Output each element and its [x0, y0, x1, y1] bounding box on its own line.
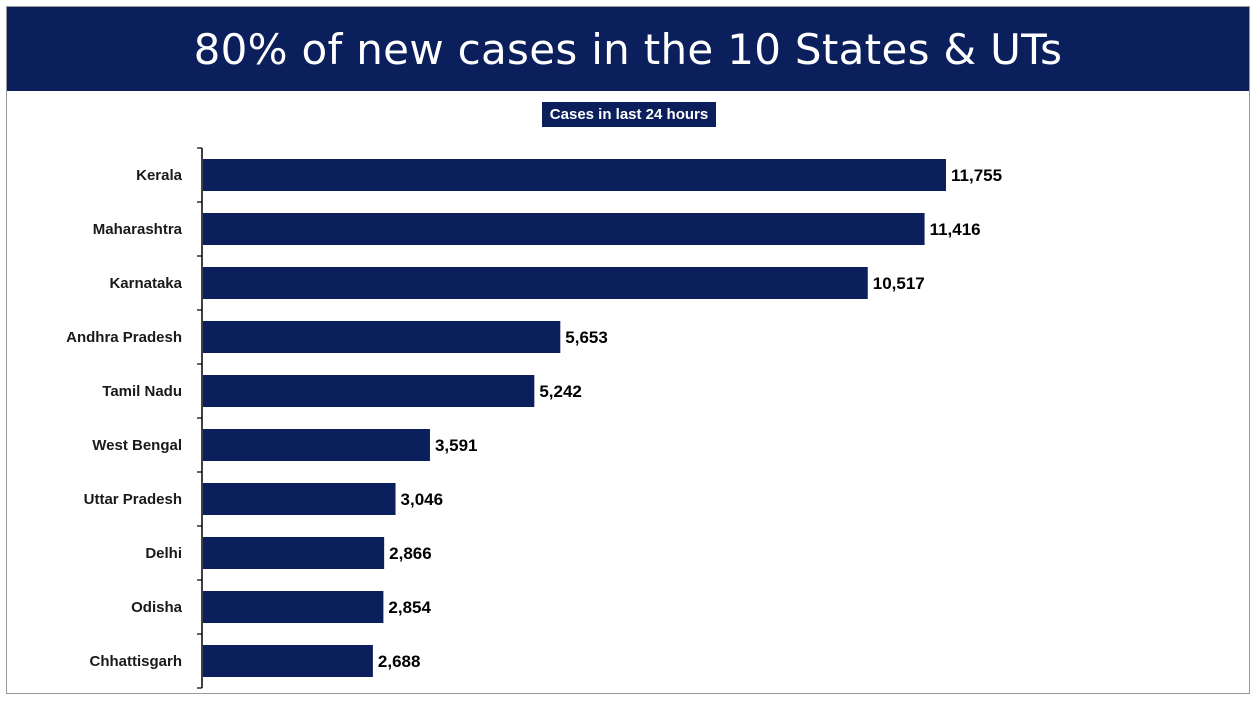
bar-karnataka [203, 267, 868, 299]
bar-west-bengal [203, 429, 430, 461]
category-label: Tamil Nadu [102, 383, 182, 400]
value-label: 3,591 [435, 436, 478, 455]
bar-kerala [203, 159, 946, 191]
bar-delhi [203, 537, 385, 569]
bar-chhattisgarh [203, 645, 373, 677]
category-label: Chhattisgarh [89, 653, 182, 670]
category-label: Delhi [145, 545, 182, 562]
value-label: 11,755 [951, 166, 1002, 185]
value-label: 3,046 [401, 490, 444, 509]
bar-andhra-pradesh [203, 321, 561, 353]
chart-subtitle: Cases in last 24 hours [0, 102, 1258, 127]
category-label: Odisha [131, 599, 183, 616]
y-axis-layer [197, 147, 203, 689]
value-label: 5,653 [565, 328, 608, 347]
value-label: 2,854 [388, 598, 431, 617]
category-label: Maharashtra [93, 221, 183, 238]
value-label: 10,517 [873, 274, 925, 293]
category-label: West Bengal [92, 437, 182, 454]
labels-layer: Kerala 11,755 Maharashtra 11,416 Karnataka 10… [66, 166, 1002, 671]
title-banner: 80% of new cases in the 10 States & UTs [7, 7, 1249, 91]
bar-maharashtra [203, 213, 925, 245]
bars-layer [203, 159, 946, 677]
value-label: 2,688 [378, 652, 421, 671]
bar-tamil-nadu [203, 375, 535, 407]
bar-uttar-pradesh [203, 483, 396, 515]
category-label: Kerala [136, 167, 183, 184]
category-label: Karnataka [109, 275, 182, 292]
value-label: 5,242 [539, 382, 582, 401]
category-label: Uttar Pradesh [84, 491, 182, 508]
bar-odisha [203, 591, 384, 623]
page-title: 80% of new cases in the 10 States & UTs [193, 24, 1063, 74]
value-label: 11,416 [930, 220, 981, 239]
value-label: 2,866 [389, 544, 432, 563]
category-label: Andhra Pradesh [66, 329, 182, 346]
subtitle-badge: Cases in last 24 hours [541, 102, 717, 127]
